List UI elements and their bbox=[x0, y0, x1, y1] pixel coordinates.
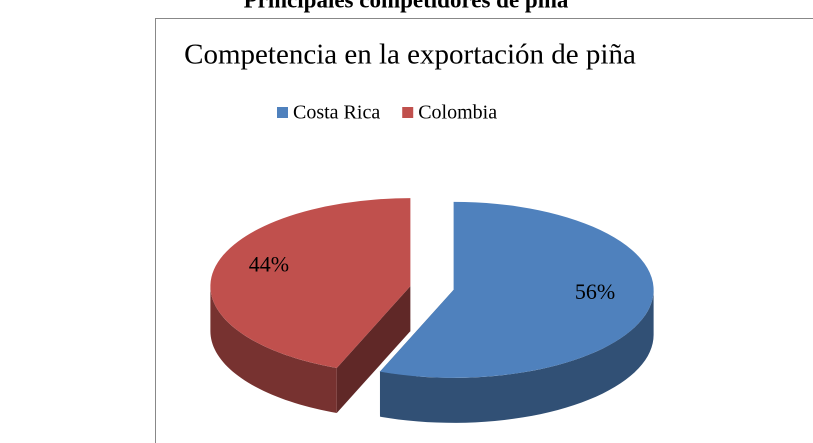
chart-border bbox=[155, 18, 813, 443]
slice-side bbox=[210, 286, 337, 413]
pie-slice bbox=[379, 201, 654, 423]
slice-top bbox=[379, 201, 654, 378]
legend-swatch bbox=[402, 107, 414, 118]
slice-top bbox=[210, 198, 411, 368]
pie-slice bbox=[210, 198, 411, 413]
slice-side bbox=[379, 289, 654, 423]
legend-swatch bbox=[277, 107, 288, 118]
slice-wall bbox=[336, 286, 411, 413]
data-label: 56% bbox=[575, 279, 615, 304]
page-heading: Principales competidores de piña bbox=[244, 0, 569, 12]
legend-label: Costa Rica bbox=[293, 102, 380, 124]
legend-label: Colombia bbox=[418, 102, 497, 124]
data-label: 44% bbox=[249, 251, 289, 276]
chart-title: Competencia en la exportación de piña bbox=[184, 39, 636, 71]
